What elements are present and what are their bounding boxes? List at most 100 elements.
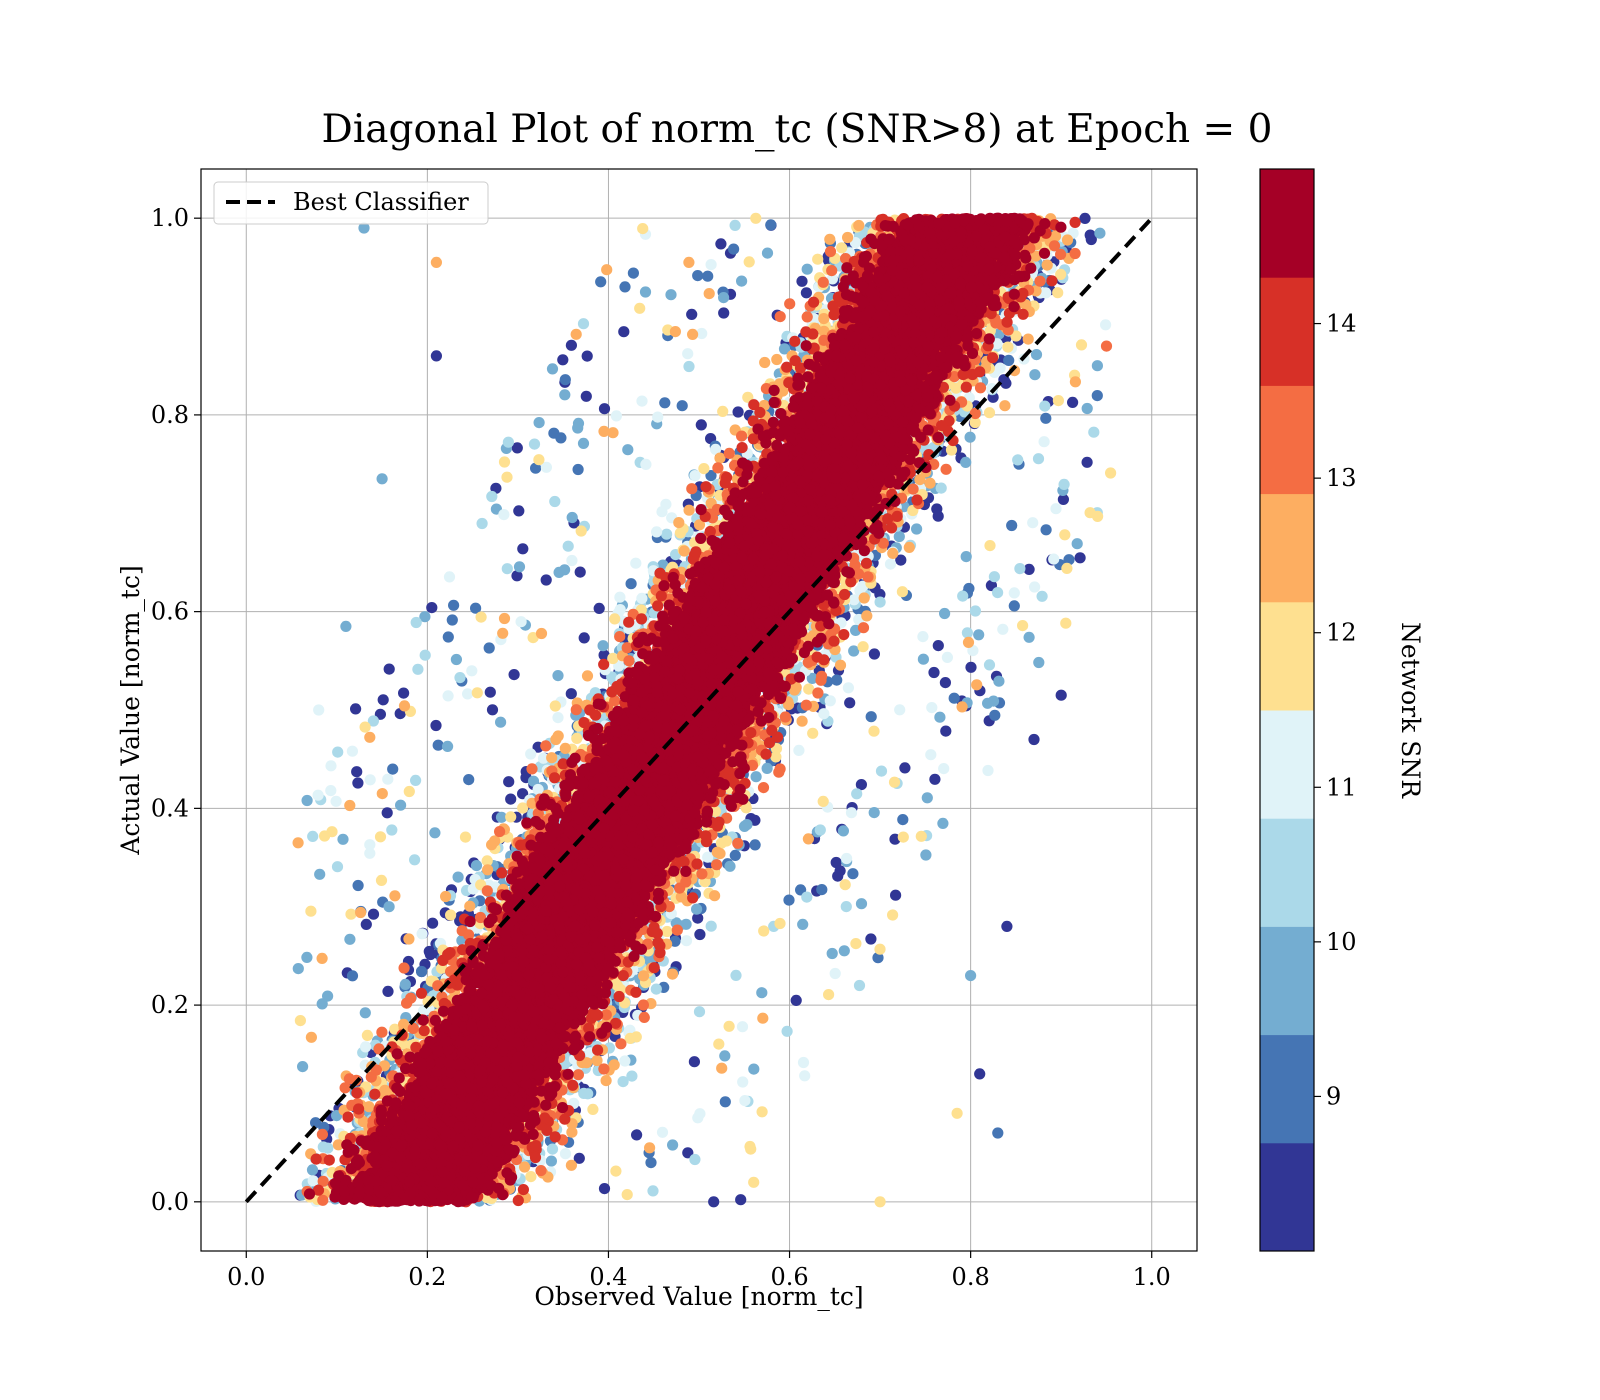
scatter-point bbox=[729, 849, 741, 862]
scatter-point bbox=[581, 350, 593, 362]
scatter-point bbox=[921, 792, 933, 804]
scatter-point bbox=[1081, 402, 1093, 415]
scatter-point bbox=[656, 1126, 669, 1138]
scatter-point bbox=[1060, 617, 1072, 629]
scatter-point bbox=[700, 481, 712, 493]
scatter-point bbox=[988, 571, 1001, 583]
scatter-point bbox=[748, 1176, 760, 1188]
scatter-point bbox=[432, 739, 444, 751]
scatter-point bbox=[374, 708, 386, 720]
scatter-point bbox=[939, 607, 951, 620]
scatter-point bbox=[802, 833, 815, 845]
scatter-point bbox=[352, 777, 364, 789]
scatter-point bbox=[545, 1155, 558, 1167]
scatter-point bbox=[364, 731, 376, 743]
scatter-point bbox=[1081, 456, 1093, 468]
scatter-point bbox=[636, 592, 648, 605]
scatter-point bbox=[577, 318, 590, 330]
scatter-point bbox=[969, 605, 982, 617]
scatter-point bbox=[464, 900, 476, 912]
scatter-point bbox=[689, 470, 701, 482]
scatter-point bbox=[730, 969, 742, 982]
scatter-point bbox=[771, 353, 783, 366]
scatter-point bbox=[403, 785, 415, 798]
scatter-point bbox=[842, 231, 854, 244]
scatter-point bbox=[851, 788, 863, 800]
scatter-point bbox=[945, 444, 958, 456]
scatter-point bbox=[682, 1147, 694, 1159]
scatter-point bbox=[887, 909, 899, 921]
scatter-point bbox=[533, 454, 545, 466]
scatter-point bbox=[960, 456, 972, 468]
scatter-point bbox=[498, 456, 511, 468]
scatter-point bbox=[630, 557, 642, 569]
scatter-point bbox=[540, 740, 552, 752]
scatter-point bbox=[326, 826, 338, 838]
scatter-point bbox=[1022, 333, 1034, 345]
scatter-point bbox=[515, 616, 527, 628]
scatter-point bbox=[698, 463, 710, 475]
scatter-point bbox=[868, 648, 881, 660]
scatter-point bbox=[656, 506, 668, 518]
scatter-point bbox=[614, 631, 626, 643]
scatter-point bbox=[683, 256, 695, 268]
scatter-point bbox=[482, 864, 494, 876]
scatter-point bbox=[759, 356, 771, 369]
scatter-point bbox=[339, 1082, 351, 1094]
scatter-point bbox=[1038, 436, 1050, 448]
scatter-point bbox=[1023, 631, 1035, 643]
scatter-point bbox=[484, 686, 496, 698]
scatter-point bbox=[549, 772, 561, 784]
scatter-point bbox=[344, 933, 356, 945]
scatter-point bbox=[705, 920, 717, 932]
scatter-point bbox=[1036, 590, 1048, 602]
scatter-point bbox=[736, 1021, 749, 1033]
scatter-point bbox=[621, 1189, 633, 1201]
scatter-point bbox=[316, 998, 328, 1010]
scatter-point bbox=[610, 1165, 622, 1177]
scatter-point bbox=[399, 978, 411, 991]
scatter-point bbox=[724, 860, 736, 872]
scatter-point bbox=[580, 390, 592, 402]
scatter-point bbox=[555, 432, 567, 444]
chart-title: Diagonal Plot of norm_tc (SNR>8) at Epoc… bbox=[322, 107, 1273, 152]
scatter-point bbox=[817, 795, 829, 808]
scatter-point bbox=[652, 600, 664, 612]
scatter-point bbox=[1069, 247, 1081, 260]
scatter-point bbox=[505, 811, 517, 823]
scatter-point bbox=[696, 868, 708, 880]
scatter-point bbox=[501, 563, 513, 575]
scatter-point bbox=[1040, 524, 1052, 536]
scatter-point bbox=[565, 339, 578, 351]
scatter-point bbox=[899, 762, 911, 774]
scatter-point bbox=[928, 666, 940, 679]
scatter-point bbox=[1094, 227, 1106, 239]
scatter-point bbox=[307, 1175, 319, 1187]
scatter-point bbox=[669, 326, 682, 338]
scatter-point bbox=[708, 1196, 720, 1208]
scatter-point bbox=[796, 715, 808, 727]
scatter-point bbox=[973, 629, 985, 641]
scatter-point bbox=[631, 1129, 643, 1141]
scatter-point bbox=[824, 246, 837, 258]
scatter-point bbox=[718, 307, 730, 319]
scatter-point bbox=[622, 444, 634, 456]
scatter-point bbox=[840, 901, 852, 913]
scatter-point bbox=[847, 868, 859, 880]
scatter-point bbox=[559, 1148, 572, 1160]
scatter-point bbox=[801, 311, 813, 323]
scatter-point bbox=[929, 773, 941, 785]
scatter-point bbox=[671, 924, 683, 936]
scatter-point bbox=[619, 281, 631, 293]
scatter-point bbox=[760, 748, 772, 760]
scatter-point bbox=[687, 328, 699, 340]
scatter-point bbox=[1088, 426, 1100, 438]
scatter-point bbox=[911, 523, 923, 535]
scatter-point bbox=[693, 1006, 706, 1018]
scatter-point bbox=[314, 868, 326, 880]
scatter-point bbox=[983, 407, 996, 419]
scatter-point bbox=[1033, 656, 1045, 669]
scatter-point bbox=[964, 431, 976, 443]
scatter-point bbox=[765, 219, 777, 231]
scatter-point bbox=[818, 313, 830, 325]
